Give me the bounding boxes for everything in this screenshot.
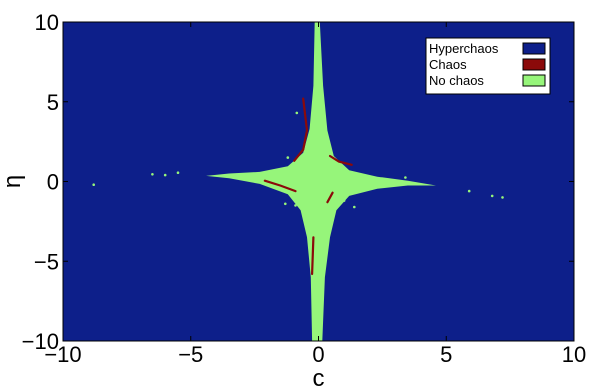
region-no-chaos-island (92, 183, 95, 186)
region-chaos-filament (326, 191, 334, 204)
region-no-chaos-island (467, 189, 471, 193)
x-tick-label: 5 (440, 342, 452, 367)
region-no-chaos-island (490, 194, 494, 198)
legend-swatch (522, 42, 546, 55)
region-no-chaos-island (294, 204, 297, 207)
legend-label: Hyperchaos (429, 41, 499, 56)
region-no-chaos-island (295, 111, 299, 115)
legend-label: Chaos (429, 57, 467, 72)
region-chaos-filament (293, 97, 309, 162)
legend-label: No chaos (429, 73, 484, 88)
x-tick-label: 0 (312, 342, 324, 367)
y-tick-label: 10 (35, 10, 59, 35)
region-no-chaos-island (286, 156, 290, 159)
region-no-chaos-island (151, 173, 154, 176)
region-no-chaos-island (284, 202, 287, 206)
axes: −10 −5 0 5 10 10 5 0 −5 −10 c η (0, 10, 586, 387)
region-no-chaos-island (342, 199, 346, 202)
region-chaos-filament (263, 179, 297, 193)
x-tick-label: −5 (178, 342, 203, 367)
y-tick-label: −10 (22, 329, 59, 354)
region-no-chaos-island (176, 171, 180, 174)
region-no-chaos-island (353, 205, 356, 209)
region-chaos-filament (328, 154, 353, 166)
y-tick-label: 0 (47, 170, 59, 195)
x-tick-label: 10 (562, 342, 586, 367)
region-chaos-filament (311, 236, 315, 276)
region-no-chaos (206, 22, 436, 341)
y-tick-label: 5 (47, 90, 59, 115)
legend-swatch (522, 74, 546, 87)
region-no-chaos-island (501, 196, 504, 199)
y-axis-label: η (0, 175, 26, 188)
legend-swatch (522, 58, 546, 71)
region-no-chaos-island (163, 173, 167, 177)
y-tick-label: −5 (34, 249, 59, 274)
x-tick-label: −10 (44, 342, 81, 367)
x-axis-label: c (313, 365, 325, 387)
region-no-chaos-island (404, 176, 407, 179)
